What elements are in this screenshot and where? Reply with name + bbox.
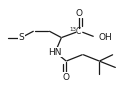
Text: C: C	[76, 27, 81, 36]
Text: O: O	[63, 73, 70, 82]
Text: S: S	[18, 33, 24, 42]
Text: 13: 13	[69, 27, 76, 32]
Text: HN: HN	[48, 48, 62, 57]
Text: OH: OH	[99, 33, 112, 42]
Text: O: O	[76, 9, 83, 18]
